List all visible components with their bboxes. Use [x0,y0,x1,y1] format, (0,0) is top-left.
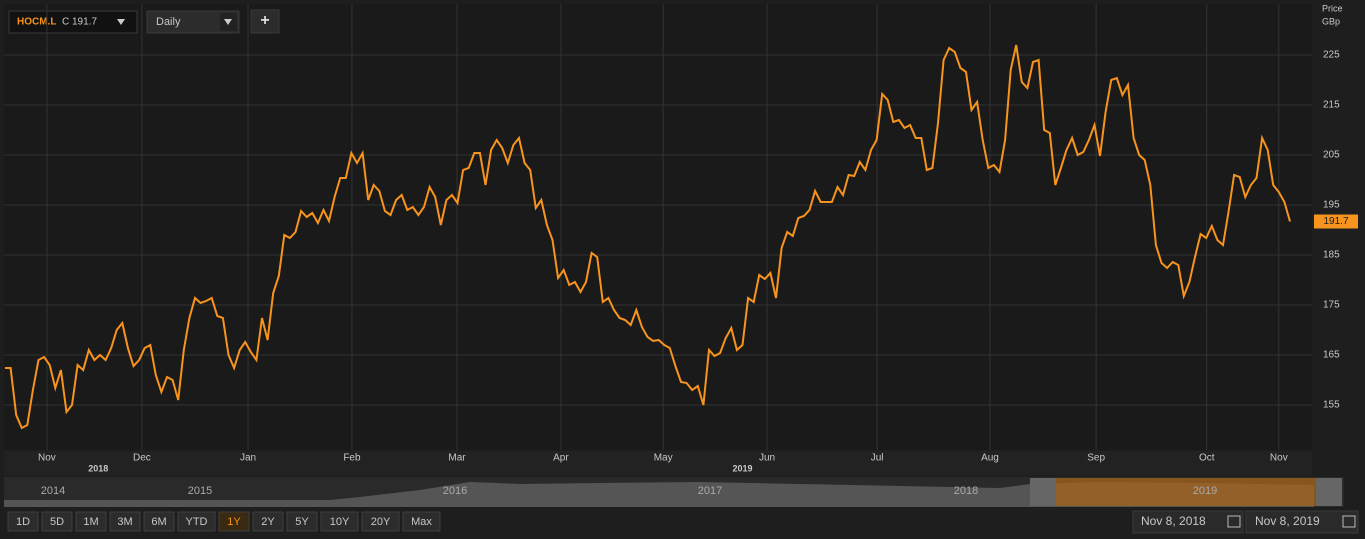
add-button[interactable] [250,9,280,34]
navigator-year: 2018 [954,485,978,497]
range-button-label: 20Y [371,516,391,528]
date-from: Nov 8, 2018 [1141,514,1206,528]
navigator-year: 2017 [698,485,722,497]
range-button[interactable] [320,511,359,532]
range-button[interactable] [286,511,318,532]
x-tick-label: May [654,453,673,464]
range-button-label: 1Y [227,516,241,528]
range-button[interactable] [41,511,73,532]
date-to-box[interactable] [1245,510,1359,534]
navigator-year: 2019 [1193,485,1217,497]
year-label: 2018 [88,463,108,473]
last-price-label: 191.7 [1323,216,1348,227]
date-from-box[interactable] [1132,510,1244,534]
range-button-label: Max [411,516,432,528]
x-tick-label: Jan [240,453,256,464]
dropdown-arrow [117,19,125,25]
symbol-box[interactable] [8,10,138,34]
interval-box[interactable] [146,10,240,34]
x-tick-label: Feb [343,453,361,464]
navigator-handle[interactable] [1316,478,1342,506]
x-tick-label: Nov [1270,453,1288,464]
range-button[interactable] [361,511,400,532]
close-label: C 191.7 [62,17,97,28]
y-tick-label: 205 [1323,150,1340,161]
y-tick-label: 185 [1323,250,1340,261]
calendar-icon[interactable] [1342,515,1356,528]
plot-area [4,4,1312,450]
x-tick-label: Jun [759,453,775,464]
navigator-handle[interactable] [1030,478,1056,506]
x-tick-label: Jul [871,453,884,464]
x-tick-label: Aug [981,453,999,464]
range-button-label: 1D [16,516,30,528]
x-axis-strip [4,451,1312,475]
y-tick-label: 155 [1323,400,1340,411]
range-button-label: 10Y [330,516,350,528]
navigator-selection[interactable] [1030,478,1342,506]
x-tick-label: Dec [133,453,151,464]
interval: Daily [156,16,181,28]
range-button[interactable] [252,511,284,532]
calendar-icon[interactable] [1227,515,1241,528]
range-button-label: YTD [186,516,208,528]
x-tick-label: Oct [1199,453,1215,464]
range-button-label: 2Y [261,516,275,528]
add-label: + [260,12,269,29]
price-line [5,44,1291,430]
range-button[interactable] [402,511,441,532]
y-tick-label: 215 [1323,100,1340,111]
y-tick-label: 175 [1323,300,1340,311]
range-button-label: 6M [151,516,166,528]
range-button[interactable] [75,511,107,532]
navigator-year: 2015 [188,485,212,497]
range-button[interactable] [177,511,216,532]
y-tick-label: 195 [1323,200,1340,211]
y-tick-label: 225 [1323,50,1340,61]
y-axis-title: Price [1322,3,1343,13]
y-axis-unit: GBp [1322,16,1340,26]
year-label: 2019 [732,463,752,473]
range-button[interactable] [109,511,141,532]
date-to: Nov 8, 2019 [1255,514,1320,528]
range-button[interactable] [7,511,39,532]
x-tick-label: Nov [38,453,56,464]
x-tick-label: Apr [553,453,569,464]
range-button-label: 1M [83,516,98,528]
navigator-year: 2016 [443,485,467,497]
x-tick-label: Mar [448,453,466,464]
navigator-year: 2014 [41,485,65,497]
range-button-label: 5D [50,516,64,528]
dropdown-arrow [224,19,232,25]
y-tick-label: 165 [1323,350,1340,361]
range-button-label: 5Y [295,516,309,528]
range-button[interactable] [143,511,175,532]
range-button[interactable] [218,511,250,532]
navigator-history [4,482,1314,507]
range-button-label: 3M [117,516,132,528]
last-price-tag [1314,214,1358,229]
x-tick-label: Sep [1087,453,1105,464]
symbol: HOCM.L [17,17,56,28]
